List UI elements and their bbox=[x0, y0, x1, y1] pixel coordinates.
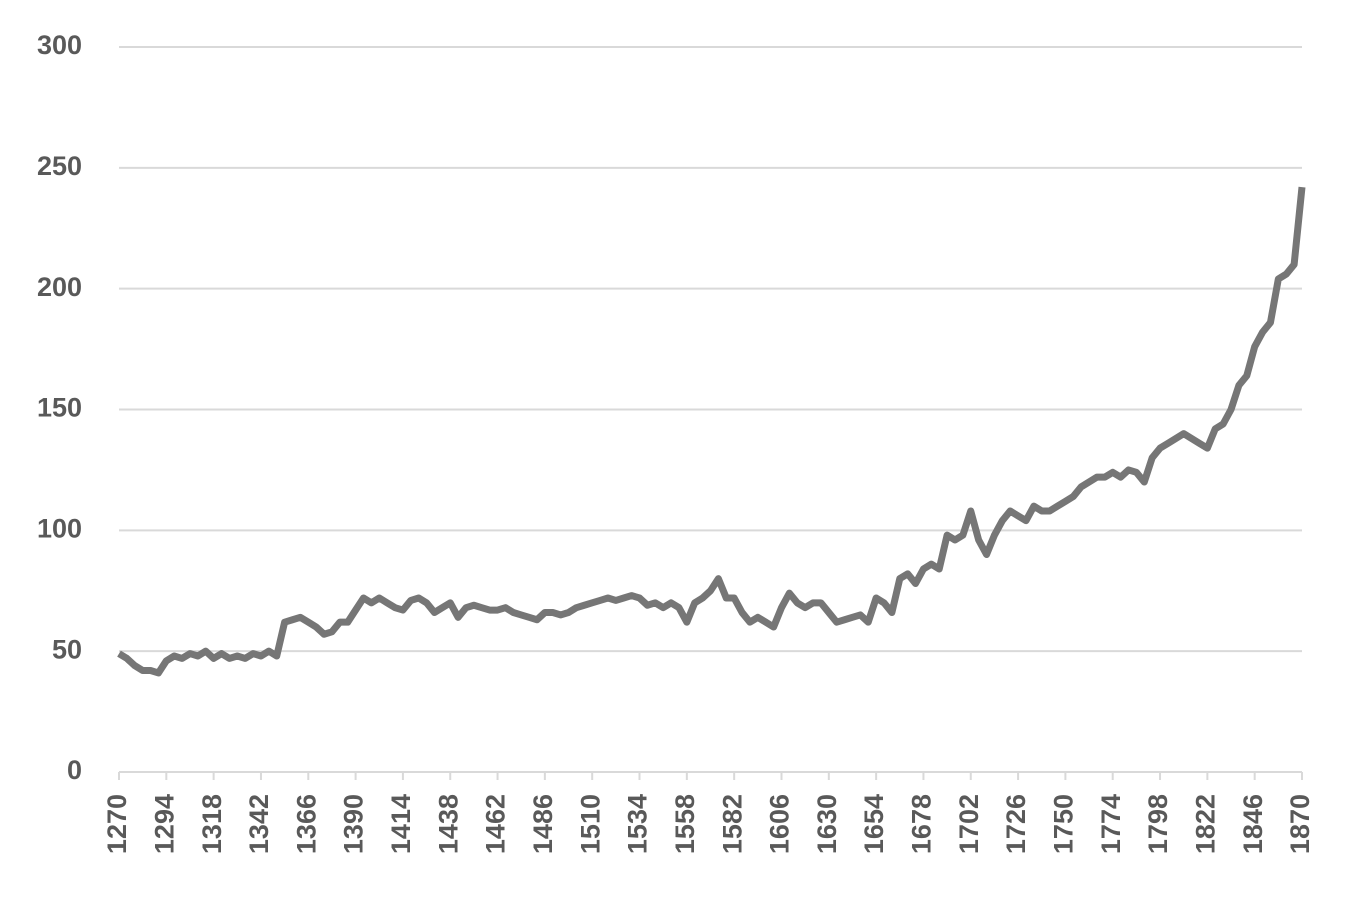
x-tick-label: 1366 bbox=[291, 794, 321, 854]
y-tick-label: 150 bbox=[37, 393, 82, 423]
x-tick-label: 1846 bbox=[1238, 794, 1268, 854]
x-tick-label: 1294 bbox=[149, 794, 179, 854]
y-tick-label: 300 bbox=[37, 30, 82, 60]
x-tick-label: 1870 bbox=[1285, 794, 1315, 854]
x-tick-label: 1342 bbox=[244, 794, 274, 854]
x-tick-label: 1774 bbox=[1096, 794, 1126, 854]
x-tick-label: 1414 bbox=[386, 794, 416, 854]
x-tick-label: 1270 bbox=[102, 794, 132, 854]
x-tick-label: 1678 bbox=[907, 794, 937, 854]
x-tick-label: 1510 bbox=[575, 794, 605, 854]
x-tick-label: 1822 bbox=[1190, 794, 1220, 854]
x-tick-label: 1606 bbox=[765, 794, 795, 854]
x-tick-label: 1390 bbox=[339, 794, 369, 854]
x-tick-label: 1486 bbox=[528, 794, 558, 854]
x-tick-label: 1462 bbox=[481, 794, 511, 854]
y-tick-label: 200 bbox=[37, 272, 82, 302]
x-tick-label: 1726 bbox=[1001, 794, 1031, 854]
y-tick-label: 250 bbox=[37, 151, 82, 181]
x-tick-label: 1558 bbox=[670, 794, 700, 854]
x-tick-label: 1438 bbox=[433, 794, 463, 854]
x-tick-label: 1318 bbox=[197, 794, 227, 854]
y-tick-label: 0 bbox=[67, 755, 82, 785]
x-tick-label: 1702 bbox=[954, 794, 984, 854]
y-tick-label: 100 bbox=[37, 513, 82, 543]
series-line bbox=[117, 186, 1306, 677]
x-tick-label: 1750 bbox=[1049, 794, 1079, 854]
x-tick-label: 1654 bbox=[859, 794, 889, 854]
x-tick-label: 1798 bbox=[1143, 794, 1173, 854]
x-tick-label: 1582 bbox=[717, 794, 747, 854]
y-tick-label: 50 bbox=[52, 634, 82, 664]
x-tick-label: 1630 bbox=[812, 794, 842, 854]
x-tick-label: 1534 bbox=[623, 794, 653, 854]
